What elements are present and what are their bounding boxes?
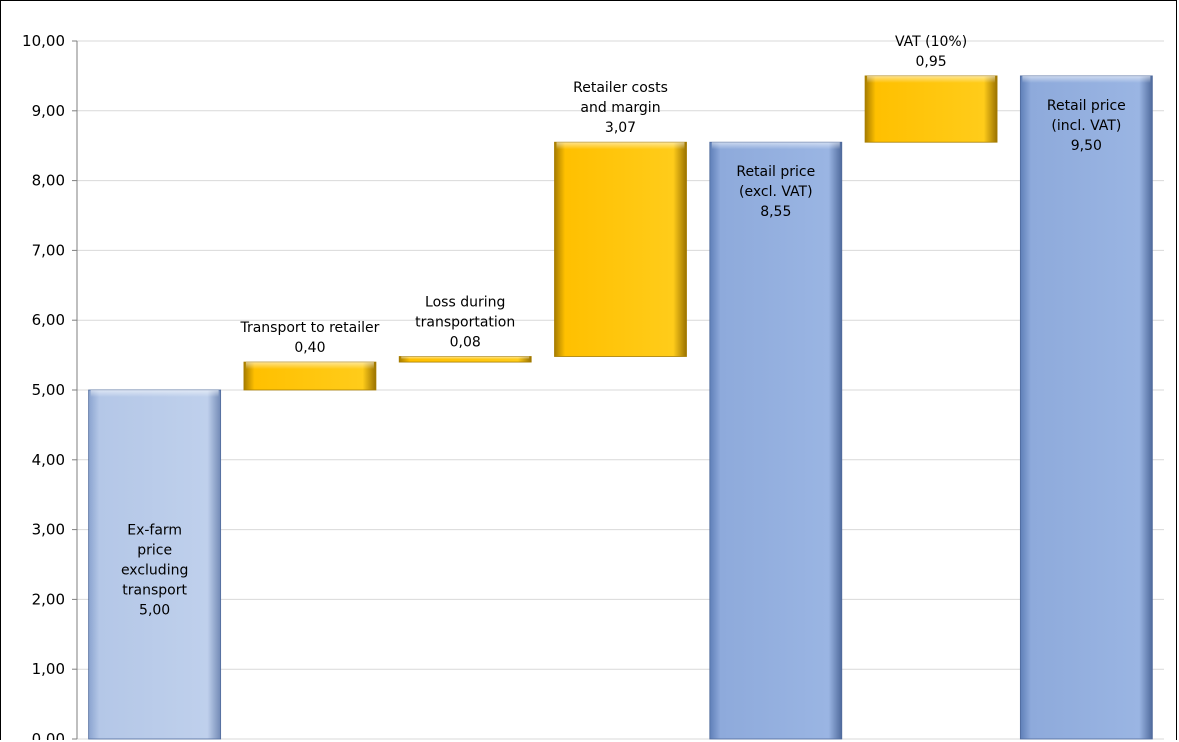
bar-label: 9,50 <box>1071 138 1102 154</box>
y-tick-label: 5,00 <box>32 381 65 399</box>
bar-label: excluding <box>121 563 188 579</box>
bar-label: (excl. VAT) <box>739 184 813 200</box>
bar-highlight <box>711 142 840 150</box>
bar-highlight <box>556 142 685 150</box>
y-tick-label: 3,00 <box>32 521 65 539</box>
bar-4 <box>709 141 843 740</box>
y-tick-label: 7,00 <box>32 241 65 259</box>
bar-label: 8,55 <box>760 204 791 220</box>
y-tick-label: 9,00 <box>32 102 65 120</box>
y-tick-label: 2,00 <box>32 590 65 608</box>
bar-label: VAT (10%) <box>895 34 967 50</box>
bar-label: 0,40 <box>294 340 325 356</box>
y-tick-label: 6,00 <box>32 311 65 329</box>
y-tick-label: 8,00 <box>32 172 65 190</box>
bar-label: Ex-farm <box>127 523 182 539</box>
bar-0 <box>88 389 222 740</box>
bar-label: transportation <box>415 314 515 330</box>
bar-label: 3,07 <box>605 120 636 136</box>
bar-label: 0,08 <box>450 334 481 350</box>
bar-label: transport <box>122 583 187 599</box>
bar-label: 0,95 <box>915 54 946 70</box>
bar-highlight <box>867 75 996 83</box>
bar-highlight <box>90 390 219 397</box>
bar-label: Loss during <box>425 294 505 310</box>
bar-6 <box>1019 75 1153 740</box>
y-tick-label: 10,00 <box>22 32 65 50</box>
bar-label: Retailer costs <box>573 80 668 96</box>
y-tick-label: 0,00 <box>32 730 65 740</box>
y-tick-label: 1,00 <box>32 660 65 678</box>
bar-label: 5,00 <box>139 603 170 619</box>
bar-label: Transport to retailer <box>239 320 379 336</box>
bar-label: Retail price <box>1047 98 1126 114</box>
y-tick-label: 4,00 <box>32 451 65 469</box>
bar-label: (incl. VAT) <box>1051 118 1121 134</box>
bar-highlight <box>401 356 530 360</box>
bar-highlight <box>1022 75 1151 83</box>
bar-label: price <box>137 543 172 559</box>
bar-5 <box>864 75 998 143</box>
bar-highlight <box>245 362 374 370</box>
bar-label: and margin <box>580 100 660 116</box>
bar-3 <box>554 141 687 357</box>
bar-label: Retail price <box>736 164 815 180</box>
